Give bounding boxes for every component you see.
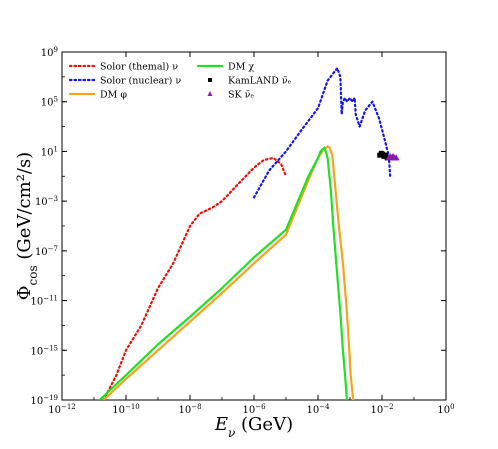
legend-label: DM χ [228,62,254,73]
series-3-line [98,146,348,400]
legend-swatch [207,91,213,96]
y-tick-label: 10−3 [35,195,58,208]
x-axis-title-main: E [214,414,228,435]
x-axis-title-sub: ν [228,426,235,440]
y-tick-label: 105 [41,96,58,109]
x-tick-label: 10−8 [178,403,201,416]
x-tick-label: 100 [437,403,454,416]
legend-label: Solor (themal) ν [100,62,178,73]
legend-label: DM φ [100,90,127,101]
series-0-line [102,156,288,400]
y-tick-label: 10−19 [30,394,58,407]
series-1-line [252,67,392,199]
sk-point [393,154,400,161]
legend-label: Solor (nuclear) ν [100,76,181,87]
series-layer [98,67,400,400]
y-tick-label: 10−7 [35,245,58,258]
x-tick-label: 10−4 [306,403,330,416]
kamland-point [383,152,389,158]
y-axis-title-main: Φ [14,285,35,300]
x-tick-label: 10−2 [370,403,393,416]
ticks-layer: 10−12 10−10 10−8 10−6 10−4 10−2 100 10−19 10−15 1… [30,46,454,416]
y-tick-label: 10−11 [30,295,58,308]
x-axis-title-unit: (GeV) [235,414,293,435]
y-tick-label: 109 [41,46,58,59]
legend-label: SK ν̄ₑ [228,90,254,101]
y-tick-label: 10−15 [30,344,58,357]
x-tick-label: 10−6 [242,403,266,416]
legend-swatch [208,78,212,82]
y-axis-title: Φcos (GeV/cm²/s) [14,152,40,300]
y-tick-label: 101 [41,145,58,158]
x-axis-title: Eν (GeV) [214,414,293,440]
y-axis-title-sub: cos [26,265,40,285]
y-axis-title-unit: (GeV/cm²/s) [14,152,35,266]
x-tick-label: 10−12 [48,403,76,416]
legend-label: KamLAND ν̄ₑ [228,76,292,87]
x-tick-label: 10−10 [112,403,140,416]
legend: Solor (themal) ν Solor (nuclear) ν DM φ DM … [68,62,292,101]
plot-frame [61,51,447,401]
series-2-line [102,145,355,400]
